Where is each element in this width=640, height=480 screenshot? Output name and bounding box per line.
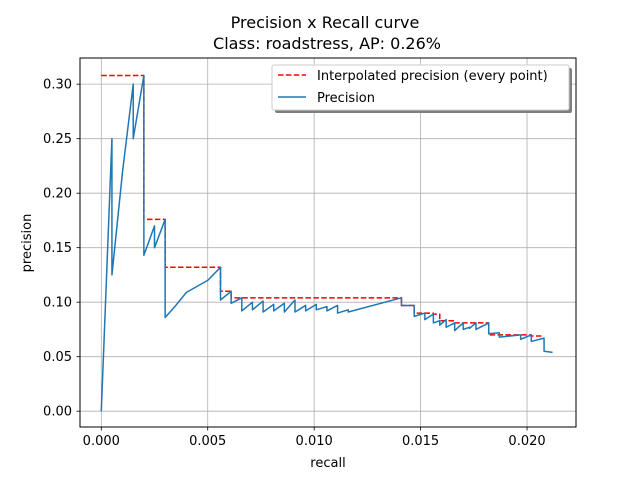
x-tick-label: 0.020 [508,434,545,449]
chart-subtitle: Class: roadstress, AP: 0.26% [213,34,441,53]
legend-label-precision: Precision [317,91,375,106]
precision-line [100,74,553,412]
grid-lines [80,58,576,427]
y-tick-label: 0.25 [43,132,72,147]
x-axis-label: recall [310,456,345,471]
y-tick-label: 0.05 [43,350,72,365]
axis-ticks: 0.000 0.005 0.010 0.015 0.020 0.00 0.05 0.10 0.1… [43,78,546,449]
y-tick-label: 0.15 [43,241,72,256]
x-tick-label: 0.005 [189,434,226,449]
y-tick-label: 0.30 [43,78,72,93]
plot-series [100,74,553,412]
y-tick-label: 0.00 [43,405,72,420]
axes-frame [79,57,577,428]
y-tick-label: 0.10 [43,296,72,311]
y-axis-label: precision [20,214,35,273]
chart-title: Precision x Recall curve [231,13,420,32]
x-tick-label: 0.010 [296,434,333,449]
legend-box [271,64,570,111]
y-tick-label: 0.20 [43,187,72,202]
legend: Interpolated precision (every point) Pre… [271,64,572,113]
x-tick-label: 0.015 [402,434,439,449]
legend-label-interpolated: Interpolated precision (every point) [317,69,548,84]
x-tick-label: 0.000 [83,434,120,449]
